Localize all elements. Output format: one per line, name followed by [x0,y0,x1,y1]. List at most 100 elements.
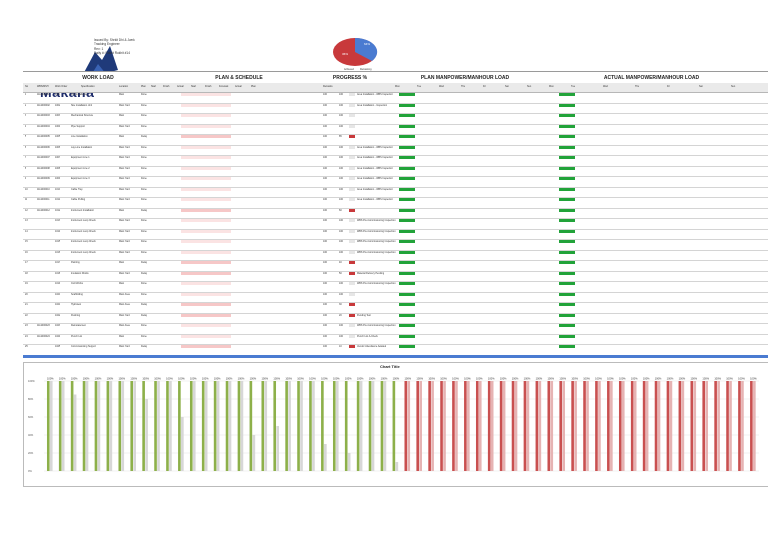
cell-desc: Lay-Line Installation [71,145,93,149]
cell-status: Done [141,324,147,328]
table-row[interactable]: 10 1111000010 1010 Cable Tray Main Yard Done 1… [23,187,768,199]
cell-act: 40 [339,261,342,265]
bar-value-label: 100% [130,377,137,381]
cell-loc: Main Area [119,303,130,307]
plan-bar [237,381,241,471]
table-row[interactable]: 16 1016 Instrument Loop Check Main Yard Done… [23,250,768,262]
plan-bar [70,381,74,471]
table-row[interactable]: 5 1111000005 1005 Line Installation Main Dela… [23,134,768,146]
cell-no: 10 [25,187,28,191]
table-row[interactable]: 13 1013 Instrument Loop Check Main Yard Done… [23,218,768,230]
cell-wbs: 1111000010 [37,187,50,191]
meta-line: Rev: 1 [94,46,104,51]
cell-status: Delay [141,208,148,212]
cell-loc: Main Yard [119,313,130,317]
manpower-cell [559,303,575,307]
actual-bar [204,381,208,471]
column-header: WBS/MSH [37,85,49,88]
cell-loc: Main Yard [119,145,130,149]
schedule-bar [181,208,231,212]
table-row[interactable]: 11 1111000011 1011 Cable Pulling Main Yard Do… [23,197,768,209]
bar-value-label: 100% [154,377,161,381]
plan-bar [213,381,217,471]
manpower-cell [559,219,575,223]
table-row[interactable]: 20 1020 Scaffolding Main Area Done 100 100 [23,292,768,304]
cell-loc: Main Yard [119,177,130,181]
manpower-cell [559,187,575,191]
table-row[interactable]: 14 1014 Instrument Loop Check Main Yard Done… [23,229,768,241]
cell-act: 100 [339,124,343,128]
cell-code: 1007 [55,156,61,160]
table-row[interactable]: 24 1111000024 1024 Punch List Main Done 100 100… [23,334,768,346]
manpower-cell [559,135,575,139]
cell-desc: Cable Pulling [71,198,86,202]
cell-desc: Punch List [71,334,83,338]
schedule-bar [181,177,231,181]
table-row[interactable]: 18 1018 Insulation Works Main Yard Delay 100 5… [23,271,768,283]
cell-status: Delay [141,345,148,349]
plan-bar [535,381,539,471]
table-row[interactable]: 2 1111000002 1002 Site Installation Unit Mai… [23,103,768,115]
cell-act: 100 [339,177,343,181]
table-row[interactable]: 15 1015 Instrument Loop Check Main Yard Done… [23,239,768,251]
cell-desc: Scaffolding [71,292,83,296]
table-row[interactable]: 4 1111000004 1004 Pipe Support Main Yard Done… [23,124,768,136]
manpower-cell [399,324,415,328]
progress-flag [349,261,355,265]
table-row[interactable]: 19 1019 Civil Works Main Done 100 100 WBS Pre-C… [23,281,768,293]
actual-bar [693,381,697,471]
cell-loc: Main [119,282,125,286]
cell-act: 60 [339,208,342,212]
table-row[interactable]: 22 1022 Flushing Main Yard Delay 100 20 Pending… [23,313,768,325]
schedule-bar [181,103,231,107]
table-row[interactable]: 8 1111000008 1008 Equipment Line 2 Main Yard… [23,166,768,178]
cell-code: 1019 [55,282,61,286]
schedule-bar [181,93,231,96]
plan-bar [666,381,670,471]
progress-flag [349,124,355,128]
bar-value-label: 100% [750,377,757,381]
actual-bar [216,381,220,471]
bar-value-label: 100% [714,377,721,381]
cell-no: 15 [25,240,28,244]
table-row[interactable]: 6 1111000006 1006 Lay-Line Installation Main… [23,145,768,157]
schedule-bar [181,219,231,223]
column-header: Remarks [323,85,333,88]
column-header: No [25,85,29,88]
cell-plan: 100 [323,219,327,223]
plan-bar [309,381,312,471]
table-row[interactable]: 23 1111000023 1023 Reinstatement Main Area Do… [23,323,768,335]
plan-bar [225,381,229,471]
bar-value-label: 100% [273,377,280,381]
horizontal-scrollbar[interactable] [23,355,768,358]
cell-no: 19 [25,282,28,286]
cell-code: 1014 [55,229,61,233]
table-row[interactable]: 9 1111000009 1009 Equipment Line 3 Main Yard… [23,176,768,188]
cell-desc: Instrument Loop Check [71,219,96,223]
cell-code: 1008 [55,166,61,170]
cell-act: 100 [339,334,343,338]
table-row[interactable]: 7 1111000007 1007 Equipment Line 1 Main Yard… [23,155,768,167]
manpower-cell [399,345,415,349]
plan-bar [559,381,563,471]
progress-flag [349,135,355,139]
manpower-cell [399,135,415,139]
cell-plan: 100 [323,166,327,170]
cell-loc: Main [119,114,125,118]
bar-value-label: 100% [631,377,638,381]
manpower-cell [399,240,415,244]
table-row[interactable]: 17 1017 Painting Main Delay 100 40 [23,260,768,272]
table-row[interactable]: 3 1111000003 1003 Mechanical Structure Main D… [23,113,768,125]
actual-bar [145,399,148,471]
cell-rem: Area Installation - WBS Inspection [357,198,394,202]
cell-status: Done [141,198,147,202]
y-tick-label: 20% [28,451,34,455]
cell-wbs: 1111000002 [37,103,50,107]
table-row[interactable]: 1 1111000001 1001 Pad Installation Main Done 1… [23,92,768,104]
manpower-cell [399,114,415,118]
table-row[interactable]: 12 1111000012 1012 Instrument Installation M… [23,208,768,220]
table-row[interactable]: 21 1021 Hydrotest Main Area Delay 100 30 [23,302,768,314]
cell-desc: Flushing [71,313,81,317]
column-header: Sat [699,85,703,88]
cell-status: Done [141,156,147,160]
